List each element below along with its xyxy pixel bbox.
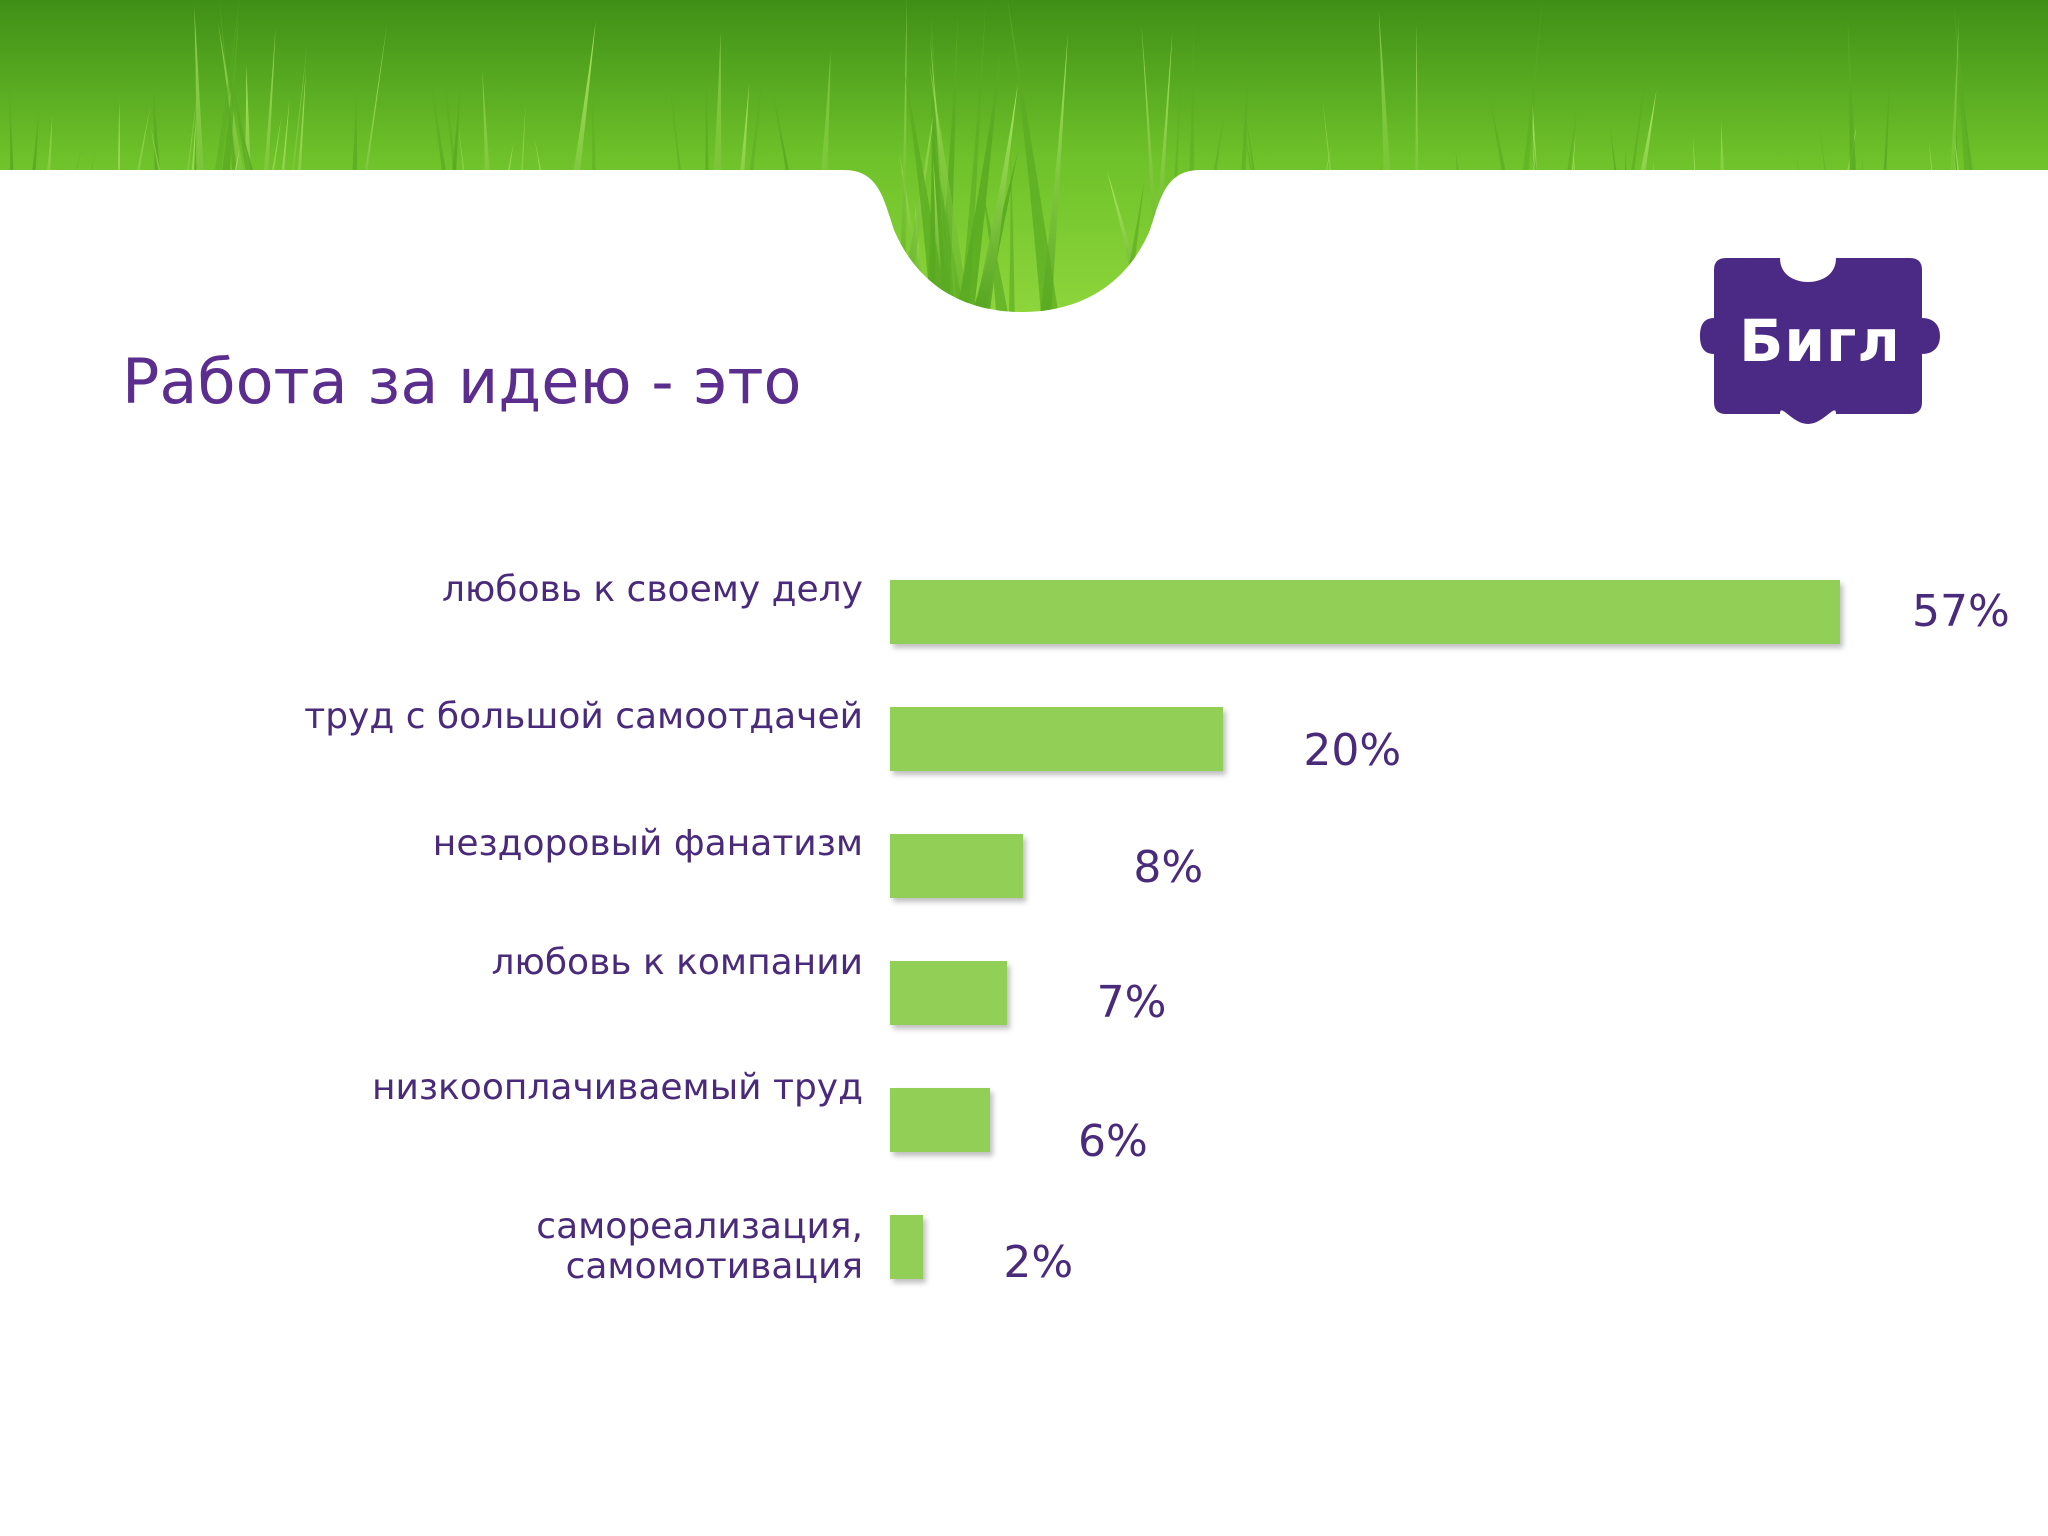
slide-title: Работа за идею - это [122, 345, 802, 418]
puzzle-piece-icon [1700, 258, 1940, 424]
bigl-logo: Бигл [1700, 256, 1940, 426]
logo-text: Бигл [1739, 307, 1901, 375]
